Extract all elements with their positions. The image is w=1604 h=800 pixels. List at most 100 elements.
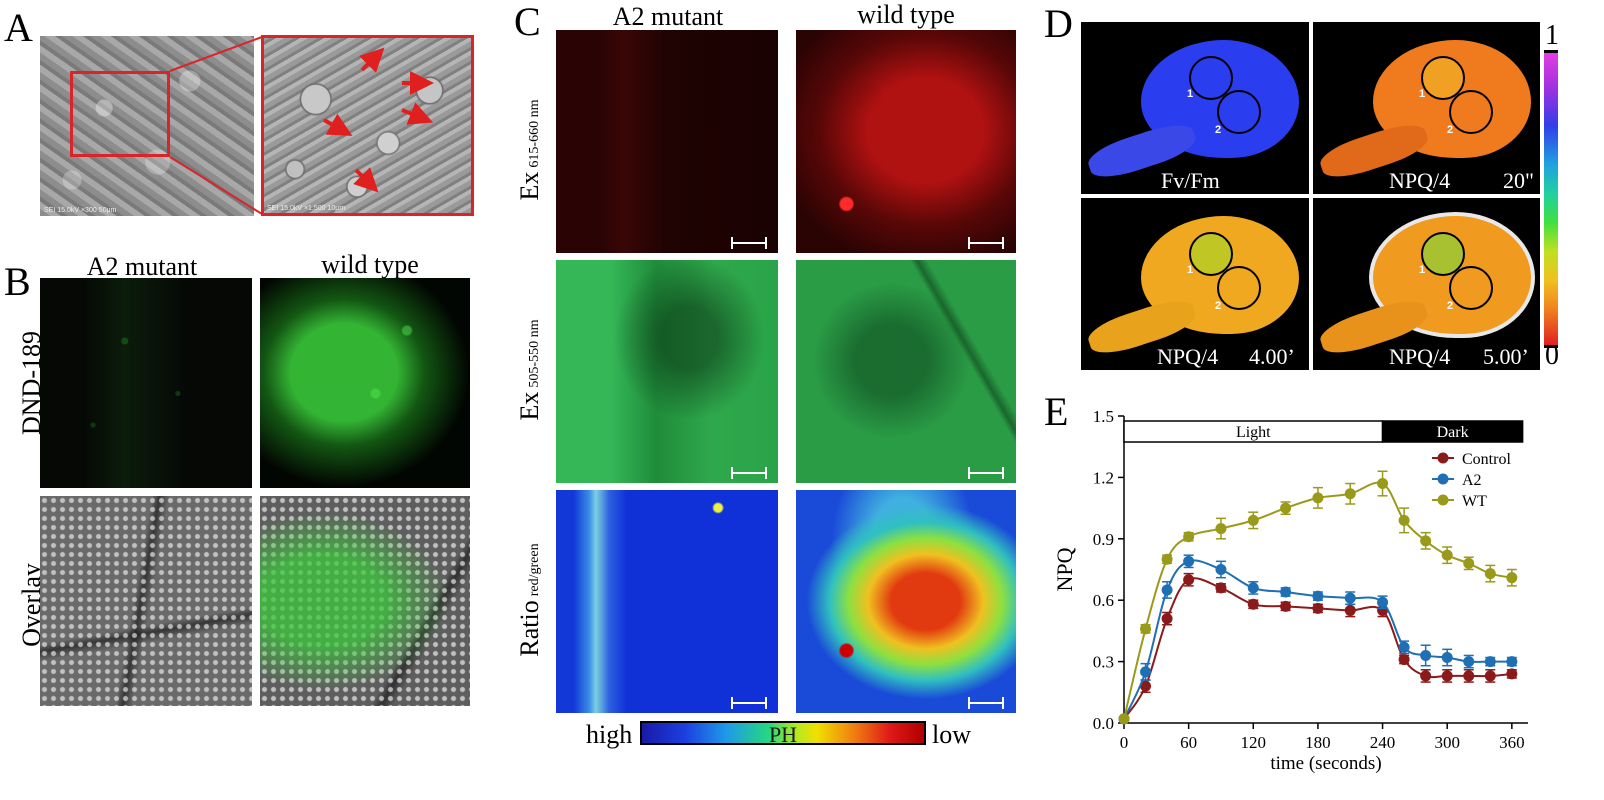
- data-point-wt: [1140, 623, 1152, 635]
- y-axis-label: NPQ: [1052, 547, 1077, 591]
- data-point-control: [1463, 670, 1475, 682]
- data-point-wt: [1484, 568, 1496, 580]
- dark-bar-label: Dark: [1437, 424, 1469, 441]
- data-point-control: [1420, 670, 1432, 682]
- data-point-a2: [1484, 656, 1496, 668]
- c-wild-red-image: [790, 30, 1016, 253]
- c-mutant-red-image: [556, 30, 778, 253]
- d-fvfm-image: 1 2 Fv/Fm: [1081, 22, 1309, 194]
- roi-circle-1: [1189, 232, 1233, 276]
- data-point-a2: [1215, 564, 1227, 575]
- d-npq-20-image: 1 2 NPQ/4 20": [1313, 22, 1540, 194]
- panel-label-b: B: [4, 259, 31, 304]
- b-col-label-mutant: A2 mutant: [86, 252, 198, 281]
- legend-marker-wt: [1437, 494, 1449, 506]
- roi-circle-2: [1449, 90, 1493, 134]
- c-wild-green-image: [790, 260, 1016, 483]
- sem-caption-left: SEI 15.0kV ×300 50μm: [44, 207, 117, 214]
- scale-bar: [731, 237, 767, 249]
- d-scale-min: 0: [1545, 340, 1559, 371]
- d-time-500: 5.00’: [1483, 344, 1529, 369]
- zoom-connector-lines: [169, 36, 263, 215]
- data-point-control: [1140, 680, 1152, 692]
- legend-marker-a2: [1437, 473, 1449, 485]
- panel-label-d: D: [1044, 1, 1073, 46]
- sem-caption-right: SEI 15.0kV ×1,500 10μm: [267, 205, 346, 212]
- light-bar-label: Light: [1236, 424, 1271, 441]
- legend-marker-control: [1437, 452, 1449, 464]
- x-tick-label: 0: [1120, 733, 1129, 752]
- data-point-control: [1398, 654, 1410, 666]
- roi-label-1: 1: [1187, 264, 1194, 276]
- c-col-label-mutant: A2 mutant: [612, 2, 724, 31]
- y-tick-label: 0.9: [1093, 530, 1114, 549]
- npq-chart: 0.0 0.3 0.6 0.9 1.2 1.5 0 60 120 180 240 300 360 time…: [1052, 407, 1528, 774]
- d-time-400: 4.00’: [1249, 344, 1295, 369]
- ph-bar-label-high: high: [586, 720, 633, 749]
- data-point-a2: [1183, 555, 1195, 567]
- roi-label-1: 1: [1419, 264, 1426, 276]
- data-point-a2: [1247, 582, 1259, 594]
- c-row2-label: Ex 505-550 nm: [515, 319, 544, 421]
- data-point-wt: [1463, 557, 1475, 569]
- data-point-a2: [1161, 584, 1173, 596]
- roi-circle-2: [1217, 266, 1261, 310]
- c-mutant-ratio-image: [556, 490, 778, 713]
- c-row1-label: Ex 615-660 nm: [515, 99, 544, 201]
- roi-label-1: 1: [1419, 88, 1426, 100]
- roi-circle-2: [1449, 266, 1493, 310]
- data-point-a2: [1140, 666, 1152, 678]
- y-tick-label: 1.2: [1093, 468, 1114, 487]
- data-point-wt: [1420, 535, 1432, 547]
- legend-label-wt: WT: [1462, 493, 1487, 510]
- zoom-region-box: [70, 71, 170, 157]
- roi-circle-2: [1217, 90, 1261, 134]
- panel-label-a: A: [4, 5, 33, 50]
- d-label-npq-500: NPQ/4: [1389, 344, 1451, 369]
- scale-bar: [968, 237, 1004, 249]
- data-point-wt: [1215, 523, 1227, 535]
- panel-label-e: E: [1044, 389, 1069, 434]
- d-label-npq-400: NPQ/4: [1157, 344, 1219, 369]
- sem-image-zoom: SEI 15.0kV ×1,500 10μm: [261, 35, 474, 216]
- data-point-wt: [1161, 553, 1173, 565]
- x-tick-label: 180: [1305, 733, 1331, 752]
- data-point-control: [1344, 604, 1356, 616]
- data-point-a2: [1420, 649, 1432, 661]
- ph-bar-label-center: PH: [768, 722, 798, 747]
- data-point-wt: [1344, 488, 1356, 500]
- ph-bar-label-low: low: [932, 720, 971, 749]
- data-point-a2: [1377, 596, 1389, 608]
- b-mutant-overlay-image: [40, 496, 252, 706]
- data-point-wt: [1312, 492, 1324, 504]
- c-row3-label: Ratio red/green: [515, 543, 544, 657]
- d-color-scale: [1544, 50, 1558, 348]
- scale-bar: [731, 697, 767, 709]
- data-point-wt: [1506, 572, 1518, 584]
- red-arrows: [323, 47, 434, 193]
- data-point-wt: [1441, 549, 1453, 561]
- y-tick-label: 0.6: [1093, 591, 1114, 610]
- scale-bar: [968, 467, 1004, 479]
- data-point-wt: [1183, 531, 1195, 543]
- data-point-wt: [1118, 713, 1130, 725]
- data-point-control: [1183, 574, 1195, 586]
- c-mutant-green-image: [556, 260, 778, 483]
- data-point-control: [1441, 670, 1453, 682]
- data-point-wt: [1398, 514, 1410, 526]
- scale-bar: [968, 697, 1004, 709]
- data-point-wt: [1247, 514, 1259, 526]
- series-line-control: [1123, 577, 1512, 720]
- x-tick-label: 360: [1499, 733, 1525, 752]
- d-label-npq-20: NPQ/4: [1389, 168, 1451, 193]
- b-col-label-wild: wild type: [321, 250, 419, 279]
- data-point-wt: [1377, 478, 1389, 490]
- legend-label-control: Control: [1462, 451, 1511, 468]
- x-tick-label: 120: [1241, 733, 1267, 752]
- ph-color-bar: PH: [640, 721, 926, 747]
- roi-circle-1: [1421, 56, 1465, 100]
- dark-period-bar: [1381, 420, 1524, 443]
- roi-circle-1: [1421, 232, 1465, 276]
- d-time-20: 20": [1503, 168, 1534, 193]
- y-tick-label: 0.3: [1093, 653, 1114, 672]
